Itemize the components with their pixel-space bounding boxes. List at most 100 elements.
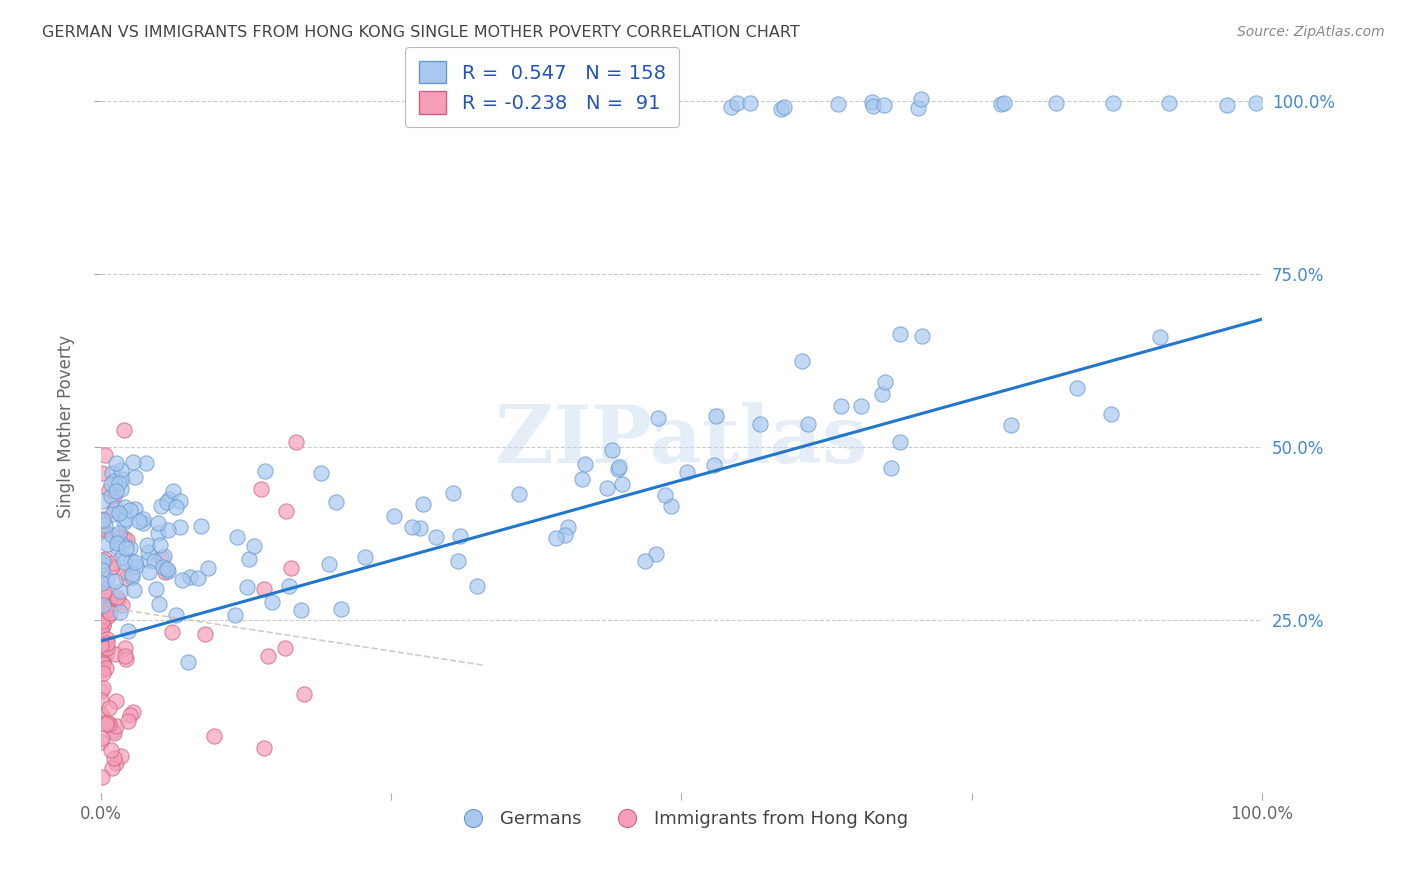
Point (105, 536, 128, 550)
Point (827, 97, 849, 112)
Point (128, 514, 150, 528)
Point (889, 327, 911, 342)
Point (104, 756, 127, 770)
Point (90, 513, 112, 527)
Point (90, 607, 112, 621)
Point (243, 539, 266, 553)
Point (412, 496, 434, 510)
Point (870, 387, 893, 401)
Point (91, 554, 114, 568)
Point (112, 555, 135, 569)
Point (104, 574, 127, 589)
Point (96, 537, 118, 551)
Point (138, 565, 160, 579)
Point (153, 549, 176, 563)
Point (165, 608, 187, 623)
Point (280, 561, 302, 575)
Point (285, 435, 308, 450)
Point (354, 549, 377, 564)
Point (309, 467, 332, 481)
Point (90, 706, 112, 721)
Point (135, 456, 157, 470)
Point (157, 491, 180, 506)
Point (100, 742, 122, 756)
Point (156, 495, 179, 509)
Point (773, 100, 796, 114)
Point (720, 100, 742, 114)
Point (165, 500, 187, 514)
Point (911, 328, 934, 343)
Point (101, 508, 124, 522)
Point (104, 719, 127, 733)
Point (107, 531, 129, 545)
Point (101, 724, 124, 739)
Point (108, 475, 131, 490)
Point (273, 641, 295, 656)
Point (90, 514, 112, 528)
Point (96, 632, 118, 647)
Point (90, 563, 112, 577)
Point (160, 625, 183, 640)
Point (132, 516, 155, 531)
Point (150, 551, 173, 566)
Point (101, 466, 124, 480)
Point (94, 551, 117, 566)
Point (236, 580, 259, 594)
Point (132, 512, 155, 526)
Point (124, 502, 146, 516)
Point (90, 731, 112, 745)
Point (202, 729, 225, 743)
Point (1000, 418, 1022, 433)
Point (121, 554, 143, 568)
Point (146, 516, 169, 530)
Point (143, 554, 166, 568)
Point (90, 770, 112, 784)
Point (1246, 96, 1268, 111)
Point (1149, 330, 1171, 344)
Point (187, 571, 209, 585)
Point (97, 609, 120, 624)
Point (103, 751, 125, 765)
Point (993, 95, 1015, 110)
Point (226, 530, 249, 544)
Point (875, 376, 897, 390)
Point (118, 541, 141, 555)
Point (177, 655, 200, 669)
Point (647, 410, 669, 425)
Point (100, 606, 122, 620)
Point (152, 560, 174, 574)
Point (114, 500, 136, 515)
Point (1066, 381, 1088, 395)
Point (112, 423, 135, 437)
Point (136, 538, 159, 552)
Point (98, 483, 121, 497)
Point (100, 490, 122, 504)
Point (91, 521, 114, 535)
Point (91, 523, 114, 537)
Point (149, 499, 172, 513)
Point (179, 570, 201, 584)
Point (830, 399, 852, 413)
Point (124, 470, 146, 484)
Point (96, 603, 118, 617)
Point (238, 551, 260, 566)
Point (704, 409, 727, 424)
Point (162, 483, 184, 498)
Point (610, 477, 633, 491)
Point (149, 538, 172, 552)
Point (156, 562, 179, 576)
Legend: Germans, Immigrants from Hong Kong: Germans, Immigrants from Hong Kong (447, 803, 915, 836)
Point (120, 503, 142, 517)
Point (401, 520, 423, 534)
Point (879, 460, 901, 475)
Point (91, 466, 114, 480)
Point (136, 545, 159, 559)
Text: Source: ZipAtlas.com: Source: ZipAtlas.com (1237, 25, 1385, 39)
Point (136, 553, 159, 567)
Point (96, 572, 118, 586)
Point (96, 717, 118, 731)
Point (91, 557, 114, 571)
Point (107, 592, 129, 607)
Point (124, 582, 146, 597)
Point (93, 639, 115, 653)
